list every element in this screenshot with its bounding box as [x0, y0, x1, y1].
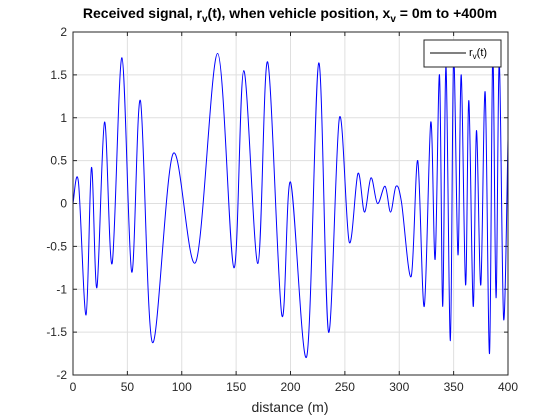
legend-label-part-1: r	[469, 47, 473, 59]
x-tick-label: 100	[172, 380, 192, 394]
series-layer	[72, 52, 509, 358]
legend[interactable]: rv(t)	[423, 39, 502, 68]
y-tick-label: -1	[56, 282, 67, 296]
legend-label-subscript: v	[473, 52, 477, 61]
y-tick-label: -2	[56, 368, 67, 382]
x-tick-labels: 0 50 100 150 200 250 300 350 400	[70, 380, 519, 394]
x-tick-label: 50	[121, 380, 135, 394]
y-tick-label: -1.5	[46, 325, 67, 339]
x-tick-label: 0	[70, 380, 77, 394]
y-tick-label: 0.5	[50, 154, 67, 168]
chart-title: Received signal, rv(t), when vehicle pos…	[83, 5, 497, 25]
legend-label-part-2: (t)	[477, 47, 487, 59]
y-tick-labels: -2 -1.5 -1 -0.5 0 0.5 1 1.5 2	[46, 25, 67, 382]
title-part-1: Received signal, r	[83, 5, 203, 21]
x-tick-label: 250	[335, 380, 355, 394]
plot-frame	[72, 31, 509, 376]
y-tick-label: 2	[60, 25, 67, 39]
y-tick-label: 1	[60, 111, 67, 125]
x-tick-label: 200	[280, 380, 300, 394]
x-axis-label: distance (m)	[251, 399, 328, 415]
x-tick-label: 400	[498, 380, 518, 394]
y-tick-label: 1.5	[50, 68, 67, 82]
title-subscript-1: v	[202, 14, 208, 25]
legend-label: rv(t)	[469, 47, 487, 61]
title-part-3: = 0m to +400m	[396, 5, 497, 21]
title-subscript-2: v	[390, 14, 396, 25]
series-line-rv	[72, 52, 509, 358]
x-tick-label: 350	[444, 380, 464, 394]
y-tick-label: 0	[60, 197, 67, 211]
x-tick-label: 300	[389, 380, 409, 394]
x-tick-label: 150	[226, 380, 246, 394]
title-part-2: (t), when vehicle position, x	[208, 5, 391, 21]
y-tick-label: -0.5	[46, 239, 67, 253]
